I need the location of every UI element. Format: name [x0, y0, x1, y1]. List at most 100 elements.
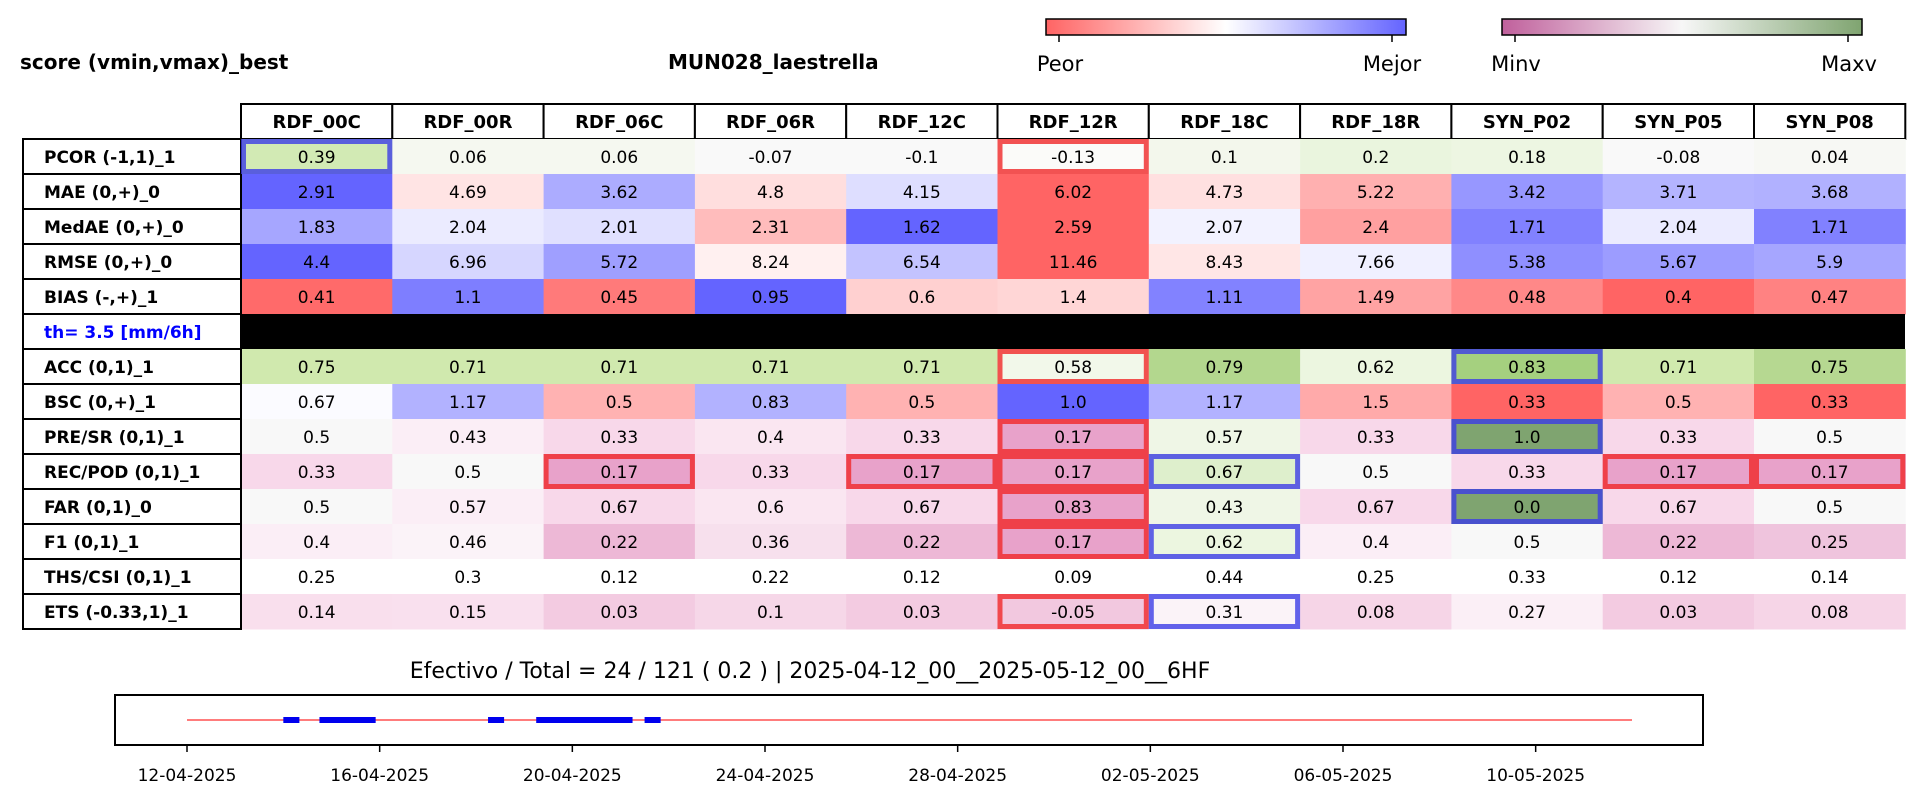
- row-label: MedAE (0,+)_0: [44, 218, 184, 238]
- table-cell-value: 0.6: [908, 288, 935, 308]
- column-header-label: RDF_06R: [726, 112, 815, 133]
- row-label-cell: [22, 173, 242, 210]
- column-header-cell: [1753, 103, 1907, 140]
- table-cell-value: 0.17: [1054, 533, 1092, 553]
- table-cell: [997, 209, 1150, 245]
- table-cell: [1148, 279, 1301, 315]
- table-cell-value: 1.17: [449, 393, 487, 413]
- table-cell-value: 5.72: [600, 253, 638, 273]
- table-cell: [241, 244, 393, 280]
- table-cell-value: 0.43: [1206, 498, 1244, 518]
- table-cell: [846, 139, 998, 175]
- table-cell-value: 0.62: [1357, 358, 1395, 378]
- table-cell: [846, 174, 998, 210]
- table-cell: [694, 174, 847, 210]
- table-cell: [1754, 174, 1906, 210]
- table-cell-value: 0.5: [606, 393, 633, 413]
- threshold-row: th= 3.5 [mm/6h]: [22, 313, 1905, 350]
- table-cell: [1602, 594, 1755, 630]
- table-cell-value: 0.45: [600, 288, 638, 308]
- table-cell: [392, 524, 545, 560]
- table-cell: [1451, 559, 1604, 595]
- table-cell: [241, 349, 393, 385]
- table-cell-value: 0.15: [449, 603, 487, 623]
- x-tick-label: 16-04-2025: [330, 766, 429, 786]
- table-cell-value: 2.59: [1054, 218, 1092, 238]
- table-cell-value: 0.2: [1362, 148, 1389, 168]
- row-label: MAE (0,+)_0: [44, 183, 160, 203]
- table-cell: [997, 139, 1150, 175]
- table-cell-value: 2.04: [1659, 218, 1697, 238]
- table-cell: [1300, 419, 1452, 455]
- table-cell-value: 0.67: [903, 498, 941, 518]
- table-cell: [1300, 559, 1452, 595]
- table-cell: [1451, 209, 1604, 245]
- table-cell-value: 0.67: [600, 498, 638, 518]
- best-highlight-box: [1148, 524, 1301, 559]
- table-cell-value: 0.08: [1811, 603, 1849, 623]
- table-cell-value: 0.12: [600, 568, 638, 588]
- table-cell-value: 5.38: [1508, 253, 1546, 273]
- table-cell-value: 0.33: [1508, 568, 1546, 588]
- table-cell-value: -0.08: [1656, 148, 1700, 168]
- table-cell-value: 0.4: [757, 428, 784, 448]
- table-cell: [1451, 454, 1604, 490]
- table-cell: [392, 174, 545, 210]
- row-label: BIAS (-,+)_1: [44, 288, 158, 308]
- table-cell-value: 1.5: [1362, 393, 1389, 413]
- table-cell-value: 0.33: [1811, 393, 1849, 413]
- worst-highlight-box: [997, 489, 1149, 524]
- table-cell-value: 0.22: [600, 533, 638, 553]
- table-cell-value: 0.33: [903, 428, 941, 448]
- table-cell-value: 0.5: [908, 393, 935, 413]
- table-cell: [694, 384, 847, 420]
- table-cell-value: 0.36: [752, 533, 790, 553]
- table-cell-value: 1.71: [1811, 218, 1849, 238]
- table-cell-value: 0.17: [600, 463, 638, 483]
- table-cell-value: 3.71: [1659, 183, 1697, 203]
- table-cell-value: 4.73: [1206, 183, 1244, 203]
- table-cell-value: 0.67: [1659, 498, 1697, 518]
- row-label: PCOR (-1,1)_1: [44, 148, 175, 168]
- table-cell: [1754, 559, 1906, 595]
- table-cell: [543, 384, 696, 420]
- table-cell: [543, 349, 696, 385]
- table-cell: [997, 174, 1150, 210]
- table-cell: [1300, 349, 1452, 385]
- table-cell: [543, 139, 696, 175]
- table-cell: [241, 454, 393, 490]
- table-cell: [1148, 139, 1301, 175]
- table-cell: [543, 489, 696, 525]
- table-cell: [241, 524, 393, 560]
- table-cell-value: 1.1: [454, 288, 481, 308]
- x-tick-label: 20-04-2025: [523, 766, 622, 786]
- best-highlight-box: [1148, 454, 1301, 489]
- row-label: PRE/SR (0,1)_1: [44, 428, 185, 448]
- column-header-cell: [240, 103, 394, 140]
- column-header-label: SYN_P02: [1483, 112, 1571, 133]
- column-header-cell: [996, 103, 1150, 140]
- table-cell-value: 0.03: [1659, 603, 1697, 623]
- table-cell-value: 1.4: [1060, 288, 1087, 308]
- table-cell-value: 5.9: [1816, 253, 1843, 273]
- row-label: FAR (0,1)_0: [44, 498, 152, 518]
- table-cell: [997, 489, 1150, 525]
- table-cell: [1754, 279, 1906, 315]
- table-cell-value: -0.1: [905, 148, 938, 168]
- table-cell: [1451, 594, 1604, 630]
- threshold-black-band: [241, 314, 1905, 349]
- table-cell: [846, 489, 998, 525]
- table-cell: [1148, 384, 1301, 420]
- table-cell: [997, 384, 1150, 420]
- row-label-cell: [22, 523, 242, 560]
- table-cell: [997, 279, 1150, 315]
- table-cell-value: 0.25: [1811, 533, 1849, 553]
- table-cell: [846, 244, 998, 280]
- table-cell-value: 0.67: [1357, 498, 1395, 518]
- table-cell: [543, 244, 696, 280]
- table-cell-value: 0.5: [1514, 533, 1541, 553]
- table-cell-value: 0.12: [903, 568, 941, 588]
- table-cell-value: 0.17: [1054, 428, 1092, 448]
- column-header-label: RDF_06C: [575, 112, 663, 133]
- table-cell: [694, 524, 847, 560]
